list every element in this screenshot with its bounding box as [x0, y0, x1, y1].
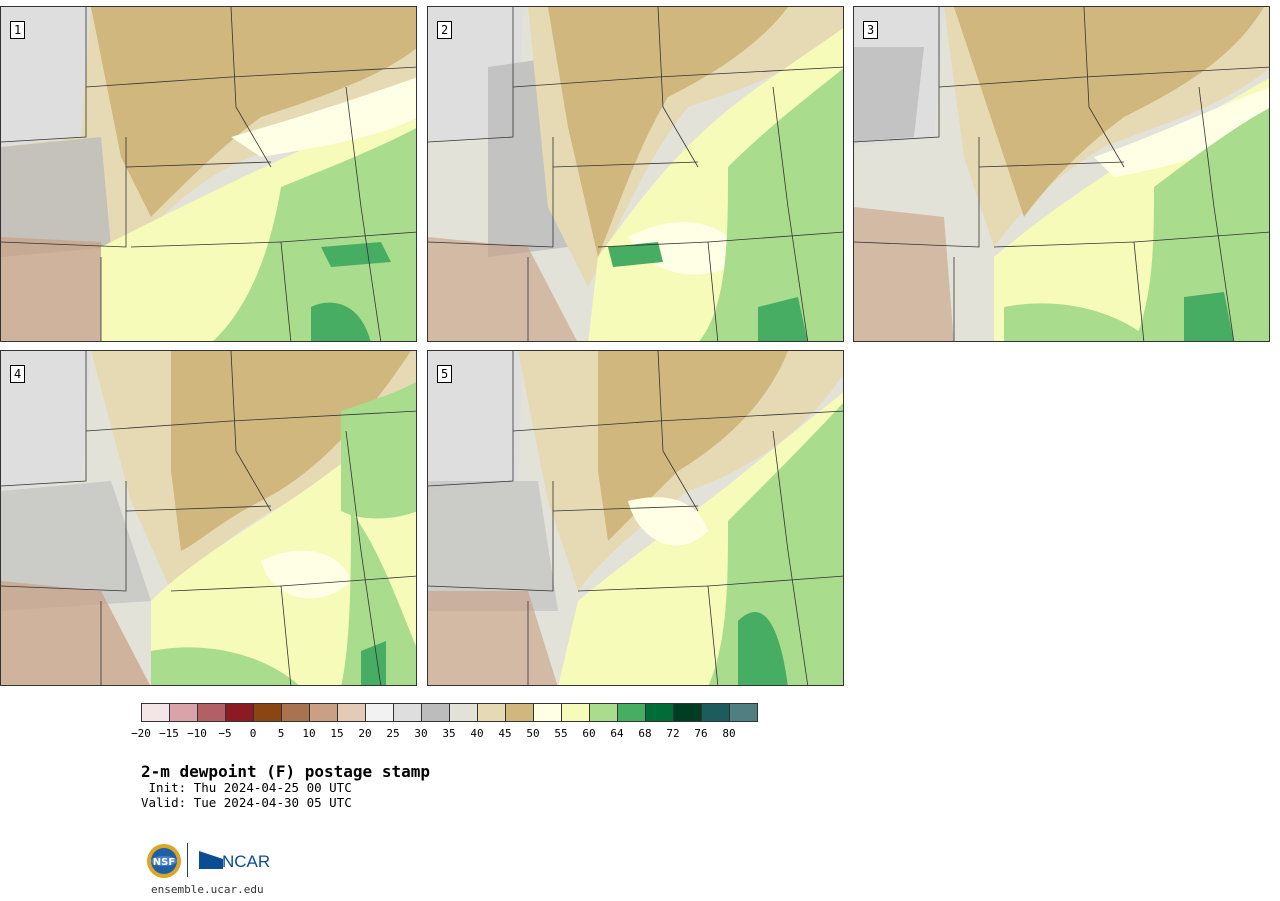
colorbar-tick-label: 25 — [386, 727, 400, 740]
colorbar-cell — [309, 703, 338, 722]
colorbar-cell — [561, 703, 590, 722]
ncar-logo-text: NCAR — [222, 852, 270, 871]
logos: NSF NCAR — [146, 843, 276, 879]
colorbar-cell — [533, 703, 562, 722]
panel-label-4: 4 — [10, 365, 26, 383]
plot-title: 2-m dewpoint (F) postage stamp — [141, 762, 430, 781]
colorbar-cell — [393, 703, 422, 722]
dewpoint-map-3 — [854, 7, 1269, 341]
nsf-logo: NSF — [147, 844, 181, 878]
colorbar-cell — [281, 703, 310, 722]
dewpoint-map-5 — [428, 351, 843, 685]
colorbar-cell — [141, 703, 170, 722]
colorbar-cell — [421, 703, 450, 722]
colorbar-tick-label: 80 — [722, 727, 736, 740]
colorbar-tick-label: 15 — [330, 727, 344, 740]
colorbar-tick-label: 50 — [526, 727, 540, 740]
colorbar-cell — [337, 703, 366, 722]
colorbar-tick-label: 0 — [249, 727, 257, 740]
colorbar-tick-label: 5 — [277, 727, 285, 740]
map-panel-4: 4 — [0, 350, 417, 686]
colorbar-tick-label: 72 — [666, 727, 680, 740]
panel-label-5: 5 — [437, 365, 453, 383]
colorbar-tick-label: −5 — [218, 727, 232, 740]
colorbar-cell — [169, 703, 198, 722]
colorbar-cell — [673, 703, 702, 722]
logo-divider — [187, 843, 188, 877]
ncar-logo: NCAR — [199, 851, 270, 871]
dewpoint-map-4 — [1, 351, 416, 685]
colorbar-cell — [449, 703, 478, 722]
colorbar-cell — [617, 703, 646, 722]
colorbar-cell — [729, 703, 758, 722]
site-url: ensemble.ucar.edu — [151, 883, 264, 896]
colorbar-tick-label: 35 — [442, 727, 456, 740]
panel-label-3: 3 — [863, 21, 879, 39]
colorbar-tick-label: −10 — [187, 727, 207, 740]
dewpoint-map-2 — [428, 7, 843, 341]
map-panel-5: 5 — [427, 350, 844, 686]
colorbar-cell — [477, 703, 506, 722]
colorbar-tick-label: 10 — [302, 727, 316, 740]
colorbar-cell — [589, 703, 618, 722]
colorbar-cell — [365, 703, 394, 722]
map-panel-3: 3 — [853, 6, 1270, 342]
nsf-logo-text: NSF — [153, 857, 175, 868]
colorbar-tick-label: 20 — [358, 727, 372, 740]
map-panel-2: 2 — [427, 6, 844, 342]
colorbar-tick-label: 55 — [554, 727, 568, 740]
colorbar-tick-label: 45 — [498, 727, 512, 740]
colorbar-cell — [645, 703, 674, 722]
colorbar-tick-label: 30 — [414, 727, 428, 740]
init-time: Init: Thu 2024-04-25 00 UTC — [141, 780, 352, 795]
colorbar-tick-label: 76 — [694, 727, 708, 740]
colorbar-tick-label: 60 — [582, 727, 596, 740]
colorbar-cell — [701, 703, 730, 722]
colorbar-cell — [253, 703, 282, 722]
colorbar-cell — [505, 703, 534, 722]
colorbar-cell — [197, 703, 226, 722]
map-panel-1: 1 — [0, 6, 417, 342]
colorbar-tick-label: −20 — [131, 727, 151, 740]
colorbar-tick-label: 40 — [470, 727, 484, 740]
valid-time: Valid: Tue 2024-04-30 05 UTC — [141, 795, 352, 810]
colorbar-tick-label: −15 — [159, 727, 179, 740]
colorbar-tick-label: 64 — [610, 727, 624, 740]
panel-label-2: 2 — [437, 21, 453, 39]
colorbar-tick-label: 68 — [638, 727, 652, 740]
dewpoint-map-1 — [1, 7, 416, 341]
panel-label-1: 1 — [10, 21, 26, 39]
colorbar-cell — [225, 703, 254, 722]
